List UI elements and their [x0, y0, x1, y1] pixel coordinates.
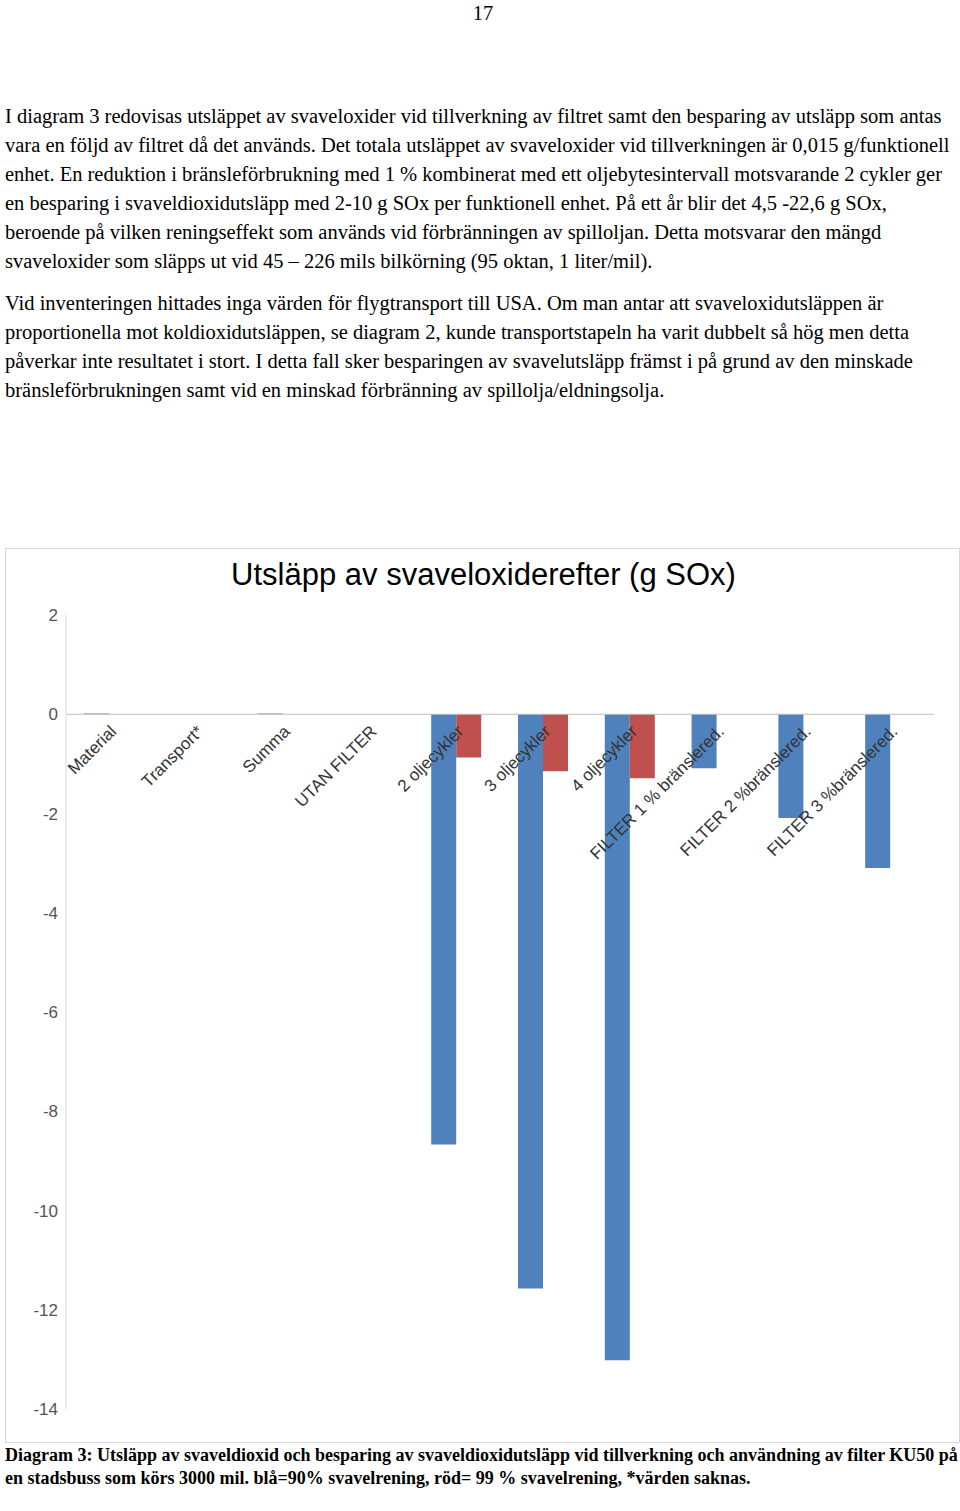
svg-text:0: 0	[49, 705, 58, 724]
svg-text:-10: -10	[33, 1202, 58, 1221]
svg-text:-6: -6	[43, 1003, 58, 1022]
html-text:17: 17	[472, 2, 494, 24]
html-text:Diagram 3: Utsläpp av svaveldi: Diagram 3: Utsläpp av svaveldioxid och b…	[5, 1445, 958, 1488]
svg-text:-8: -8	[43, 1102, 58, 1121]
svg-text:FILTER 3 %bränslered.: FILTER 3 %bränslered.	[763, 722, 901, 860]
svg-text:-12: -12	[33, 1301, 58, 1320]
svg-text:3 oljecykler: 3 oljecykler	[481, 722, 555, 796]
svg-text:Material: Material	[64, 722, 120, 778]
html-text:Utsläpp av svaveloxiderefter (: Utsläpp av svaveloxiderefter (g SOx)	[231, 557, 736, 592]
svg-text:Summa: Summa	[239, 722, 294, 777]
html-text:I diagram 3 redovisas utsläppe: I diagram 3 redovisas utsläppet av svave…	[5, 105, 950, 272]
svg-text:FILTER 2 %bränslered.: FILTER 2 %bränslered.	[676, 721, 815, 860]
html-text:Vid inventeringen hittades ing: Vid inventeringen hittades inga värden f…	[5, 292, 913, 401]
svg-text:2: 2	[49, 606, 58, 625]
svg-text:2 oljecykler: 2 oljecykler	[394, 722, 468, 796]
svg-text:-14: -14	[33, 1400, 58, 1419]
svg-text:Transport*: Transport*	[138, 722, 207, 791]
svg-text:4 oljecykler: 4 oljecykler	[567, 722, 641, 796]
svg-text:FILTER 1 % bränslered.: FILTER 1 % bränslered.	[586, 721, 728, 864]
svg-text:UTAN FILTER: UTAN FILTER	[291, 722, 380, 811]
svg-text:-2: -2	[43, 805, 58, 824]
svg-text:-4: -4	[43, 904, 58, 923]
